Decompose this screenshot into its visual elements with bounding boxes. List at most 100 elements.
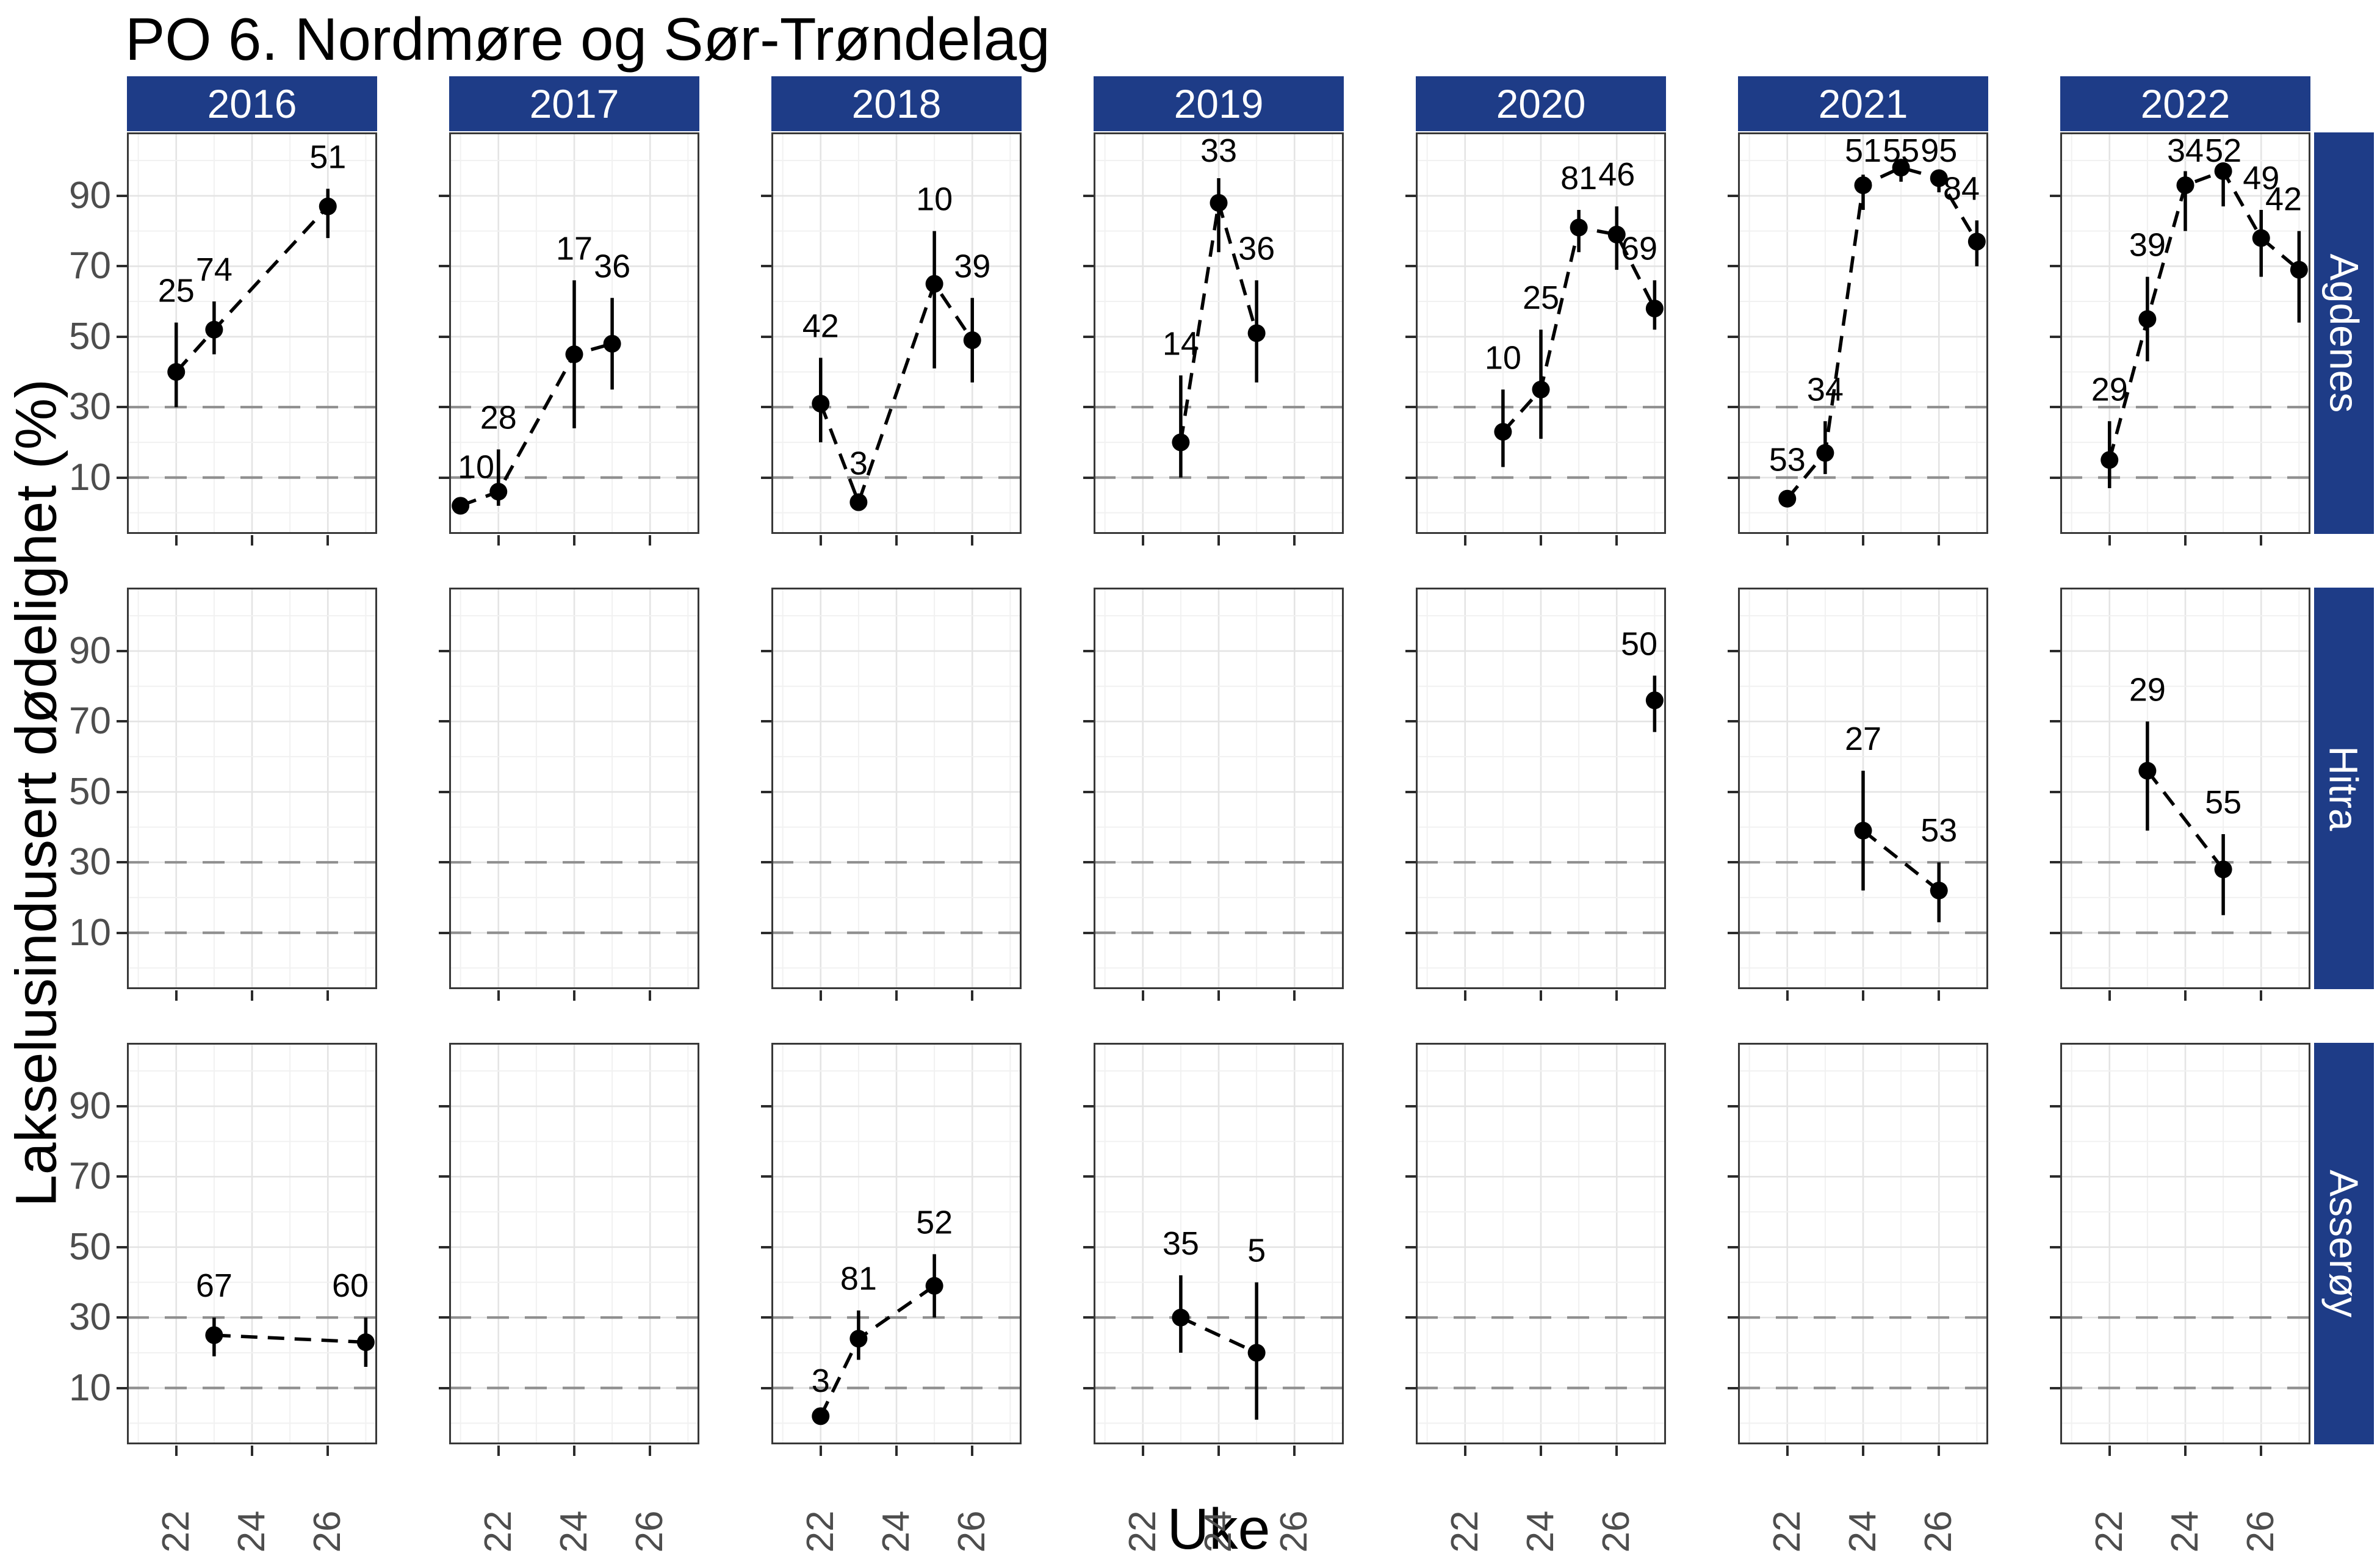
y-tick-mark [1405, 1104, 1416, 1108]
y-tick-mark [1728, 720, 1738, 723]
y-tick-mark [1083, 720, 1094, 723]
series-dashed-line [1862, 829, 1940, 892]
point-n-label: 10 [916, 181, 953, 218]
x-tick-mark [649, 990, 652, 1001]
y-tick-mark [117, 720, 127, 723]
data-point [2252, 229, 2270, 247]
facet-panel-2018-Hitra [771, 588, 1022, 989]
y-tick-mark [117, 476, 127, 479]
x-tick-label: 24 [875, 1510, 917, 1553]
y-tick-mark [439, 720, 449, 723]
x-tick-mark [497, 1446, 500, 1456]
y-tick-mark [439, 1386, 449, 1389]
data-point [963, 331, 981, 350]
point-n-label: 69 [1621, 230, 1657, 267]
x-tick-mark [2184, 990, 2187, 1001]
data-point [1854, 821, 1872, 840]
facet-strip-location-label: Asserøy [2321, 1169, 2367, 1318]
x-tick-label: 22 [2088, 1510, 2130, 1553]
x-tick-mark [1615, 1446, 1618, 1456]
facet-strip-year-label: 2022 [2140, 81, 2230, 126]
facet-panel-2021-Hitra: 27 53 [1738, 588, 1988, 989]
x-tick-mark [2260, 535, 2263, 546]
point-n-label: 29 [2129, 671, 2166, 708]
point-n-label: 17 [556, 230, 593, 267]
panel-plot-svg [2062, 1045, 2309, 1443]
x-tick-mark [2184, 1446, 2187, 1456]
x-tick-mark [326, 990, 330, 1001]
facet-strip-year-label: 2021 [1818, 81, 1908, 126]
x-tick-mark [497, 535, 500, 546]
y-tick-mark [2050, 335, 2060, 338]
y-tick-label: 30 [69, 386, 111, 428]
data-point [1247, 324, 1266, 342]
y-tick-mark [1405, 476, 1416, 479]
y-tick-label: 10 [69, 1366, 111, 1409]
y-tick-mark [1728, 1386, 1738, 1389]
data-point [2176, 176, 2194, 195]
x-tick-mark [2108, 1446, 2111, 1456]
point-n-label: 49 [2243, 160, 2279, 196]
data-point [925, 1277, 943, 1295]
point-n-label: 33 [1200, 134, 1237, 169]
y-tick-mark [1083, 1104, 1094, 1108]
y-tick-mark [761, 1175, 771, 1178]
facet-strip-year-2018: 2018 [771, 76, 1022, 131]
x-tick-mark [1862, 1446, 1864, 1456]
y-tick-mark [1728, 1104, 1738, 1108]
y-tick-mark [439, 790, 449, 793]
facet-strip-year-2021: 2021 [1738, 76, 1988, 131]
data-point [1645, 300, 1664, 318]
x-tick-mark [1293, 535, 1296, 546]
y-tick-mark [761, 1386, 771, 1389]
facet-strip-year-label: 2017 [529, 81, 619, 126]
x-tick-mark [2108, 990, 2111, 1001]
y-tick-mark [117, 1316, 127, 1319]
facet-strip-year-2017: 2017 [449, 76, 699, 131]
y-tick-mark [1405, 1245, 1416, 1248]
panel-plot-svg: 29 55 [2062, 589, 2309, 987]
y-tick-mark [439, 265, 449, 268]
panel-plot-svg: 35 5 [1095, 1045, 1342, 1443]
x-tick-label: 26 [1917, 1510, 1960, 1553]
x-tick-mark [573, 990, 575, 1001]
facet-panel-2016-Asserøy: 67 60 [127, 1043, 377, 1444]
x-tick-label: 22 [477, 1510, 519, 1553]
x-tick-mark [1141, 990, 1144, 1001]
data-point [489, 483, 508, 501]
x-tick-mark [819, 1446, 822, 1456]
point-n-label: 52 [2205, 134, 2241, 169]
data-point [1570, 218, 1588, 237]
data-point [1172, 1308, 1190, 1327]
data-point [812, 394, 830, 412]
x-tick-mark [1217, 990, 1220, 1001]
data-point [167, 362, 186, 381]
point-n-label: 81 [840, 1261, 877, 1297]
x-tick-mark [819, 535, 822, 546]
y-tick-mark [761, 720, 771, 723]
y-tick-mark [1728, 931, 1738, 934]
y-tick-mark [2050, 1316, 2060, 1319]
series-dashed-line [819, 1284, 936, 1417]
y-tick-mark [117, 194, 127, 197]
y-tick-mark [1728, 476, 1738, 479]
point-n-label: 39 [954, 248, 990, 284]
y-tick-label: 70 [69, 1155, 111, 1198]
data-point [1210, 193, 1228, 212]
x-tick-mark [971, 990, 974, 1001]
x-tick-label: 26 [1273, 1510, 1316, 1553]
data-point [1172, 433, 1190, 452]
y-tick-label: 50 [69, 315, 111, 358]
series-dashed-line [1786, 165, 1978, 500]
facet-panel-2021-Agdenes: 53 34 51 55 95 84 [1738, 132, 1988, 534]
facet-strip-year-label: 2020 [1496, 81, 1586, 126]
y-tick-mark [1083, 1175, 1094, 1178]
panel-plot-svg [129, 589, 375, 987]
panel-plot-svg [773, 589, 1020, 987]
series-dashed-line [1180, 1316, 1258, 1355]
point-n-label: 3 [812, 1363, 830, 1399]
data-point [2214, 860, 2232, 879]
panel-plot-svg [1418, 1045, 1664, 1443]
